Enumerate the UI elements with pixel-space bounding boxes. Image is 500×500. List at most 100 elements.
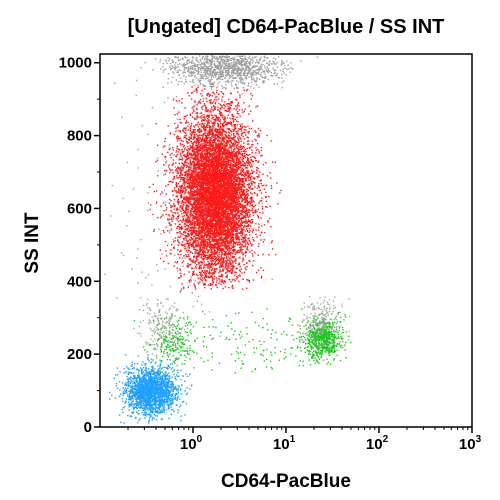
scatter-point <box>184 122 187 124</box>
scatter-point <box>178 100 181 102</box>
scatter-point <box>222 281 224 283</box>
scatter-point <box>173 247 175 249</box>
scatter-point <box>235 209 237 211</box>
scatter-point <box>208 183 210 185</box>
scatter-point <box>237 132 239 134</box>
scatter-point <box>255 131 257 134</box>
scatter-point <box>240 248 242 250</box>
scatter-point <box>184 210 186 212</box>
scatter-point <box>235 233 237 235</box>
scatter-point <box>201 179 203 182</box>
scatter-point <box>235 99 238 101</box>
scatter-point <box>237 221 240 224</box>
scatter-point <box>248 179 250 181</box>
scatter-point <box>234 136 236 139</box>
scatter-point <box>222 148 224 150</box>
scatter-point <box>194 248 196 250</box>
scatter-point <box>240 225 242 228</box>
scatter-point <box>265 162 267 164</box>
scatter-point <box>192 182 195 184</box>
scatter-point <box>152 183 154 186</box>
scatter-point <box>279 192 281 194</box>
scatter-point <box>208 133 211 135</box>
scatter-point <box>223 257 225 259</box>
scatter-point <box>169 224 171 227</box>
scatter-point <box>235 234 237 237</box>
scatter-point <box>236 144 238 147</box>
scatter-point <box>204 248 206 250</box>
scatter-point <box>235 242 237 244</box>
scatter-point <box>194 170 196 172</box>
scatter-point <box>183 273 185 275</box>
scatter-point <box>205 205 207 208</box>
scatter-point <box>237 121 239 123</box>
scatter-point <box>184 230 186 233</box>
scatter-point <box>211 164 213 167</box>
scatter-point <box>183 255 185 257</box>
scatter-point <box>199 144 201 147</box>
scatter-point <box>232 205 234 207</box>
scatter-point <box>267 220 269 222</box>
scatter-point <box>193 239 195 242</box>
scatter-point <box>175 217 177 220</box>
scatter-point <box>243 245 245 248</box>
scatter-point <box>227 188 229 190</box>
scatter-point <box>235 259 237 261</box>
scatter-point <box>223 220 225 222</box>
scatter-point <box>219 174 221 177</box>
scatter-point <box>229 183 231 185</box>
scatter-point <box>240 178 242 180</box>
scatter-point <box>261 208 264 210</box>
scatter-point <box>189 157 191 159</box>
scatter-point <box>210 214 212 217</box>
scatter-point <box>233 180 235 183</box>
scatter-point <box>183 184 186 186</box>
scatter-point <box>201 231 204 233</box>
scatter-point <box>238 173 240 175</box>
scatter-point <box>243 173 246 175</box>
scatter-point <box>235 151 238 153</box>
scatter-point <box>208 264 210 266</box>
scatter-point <box>177 215 180 218</box>
scatter-point <box>238 200 240 202</box>
scatter-point <box>249 197 251 199</box>
scatter-point <box>196 174 198 176</box>
scatter-point <box>184 223 186 225</box>
scatter-point <box>224 266 227 269</box>
scatter-point <box>240 140 243 143</box>
scatter-point <box>208 99 211 102</box>
scatter-point <box>177 191 180 193</box>
scatter-point <box>201 229 203 231</box>
scatter-point <box>224 188 226 190</box>
scatter-point <box>237 168 240 171</box>
scatter-point <box>251 169 253 172</box>
scatter-point <box>209 243 211 245</box>
scatter-point <box>249 234 251 236</box>
scatter-point <box>236 250 239 252</box>
scatter-point <box>204 241 206 243</box>
scatter-point <box>214 260 216 263</box>
scatter-point <box>207 260 209 263</box>
scatter-point <box>224 201 227 203</box>
scatter-point <box>222 128 224 131</box>
scatter-point <box>176 140 179 142</box>
scatter-point <box>245 178 247 180</box>
scatter-point <box>229 182 232 184</box>
scatter-point <box>246 203 248 206</box>
scatter-point <box>173 208 175 211</box>
scatter-point <box>234 124 236 126</box>
scatter-point <box>191 92 194 94</box>
scatter-point <box>256 176 258 178</box>
scatter-point <box>239 148 242 151</box>
scatter-point <box>200 182 203 185</box>
scatter-point <box>177 198 180 200</box>
scatter-point <box>184 160 187 162</box>
scatter-point <box>199 196 201 198</box>
scatter-point <box>211 279 214 281</box>
scatter-point <box>199 226 201 228</box>
scatter-point <box>176 135 178 137</box>
scatter-point <box>182 260 185 262</box>
scatter-point <box>218 209 220 211</box>
scatter-point <box>214 139 217 141</box>
scatter-point <box>233 248 235 251</box>
